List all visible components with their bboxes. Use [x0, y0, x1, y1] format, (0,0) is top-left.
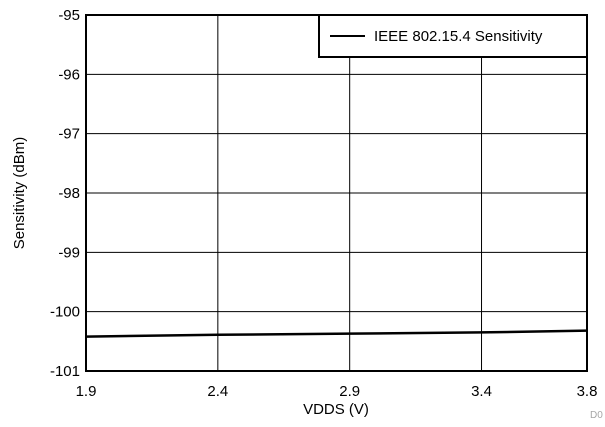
- y-tick-label: -95: [58, 7, 80, 24]
- y-axis-title: Sensitivity (dBm): [11, 137, 28, 250]
- legend-label: IEEE 802.15.4 Sensitivity: [374, 28, 543, 45]
- y-axis-ticks: -95 -96 -97 -98 -99 -100 -101: [50, 7, 80, 380]
- x-tick-label: 2.9: [339, 383, 360, 400]
- x-tick-label: 3.4: [471, 383, 492, 400]
- y-tick-label: -96: [58, 66, 80, 83]
- x-axis-title: VDDS (V): [303, 401, 369, 418]
- y-tick-label: -101: [50, 363, 80, 380]
- x-tick-label: 3.8: [577, 383, 598, 400]
- grid-lines: [86, 15, 587, 371]
- y-tick-label: -98: [58, 185, 80, 202]
- x-tick-label: 2.4: [207, 383, 228, 400]
- legend: IEEE 802.15.4 Sensitivity: [319, 15, 587, 57]
- y-tick-label: -99: [58, 244, 80, 261]
- y-tick-label: -97: [58, 126, 80, 143]
- series-layer: [86, 331, 587, 337]
- x-tick-label: 1.9: [76, 383, 97, 400]
- figure-id-footnote: D0: [590, 410, 603, 421]
- x-axis-ticks: 1.9 2.4 2.9 3.4 3.8: [76, 383, 598, 400]
- y-tick-label: -100: [50, 304, 80, 321]
- series-line: [86, 331, 587, 337]
